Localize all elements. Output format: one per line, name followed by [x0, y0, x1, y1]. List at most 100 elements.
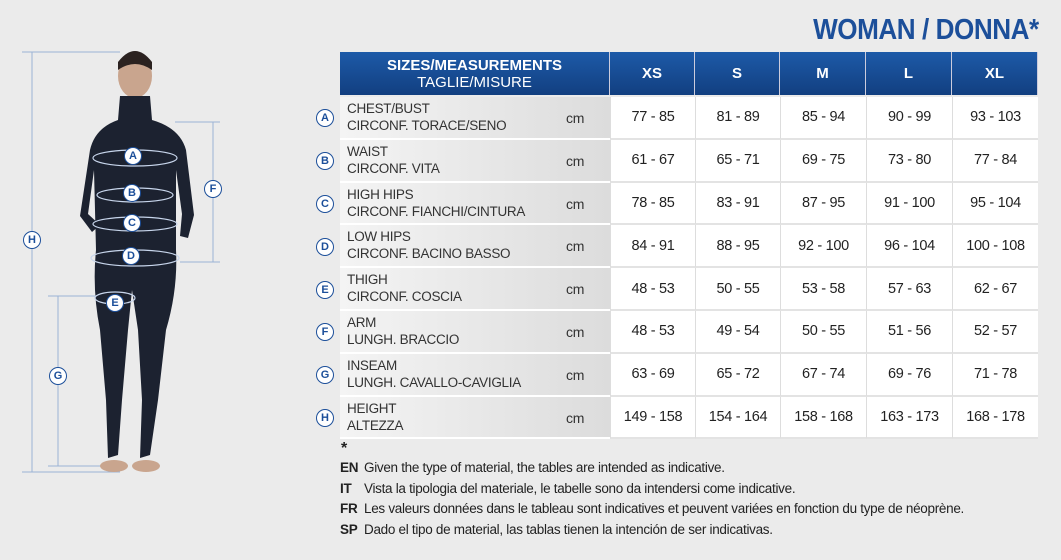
row-letter: H: [316, 409, 334, 427]
row-label: INSEAM LUNGH. CAVALLO-CAVIGLIA cm: [340, 353, 610, 397]
header-en: SIZES/MEASUREMENTS: [386, 56, 563, 74]
value-cell: 95 - 104: [952, 182, 1038, 226]
label-it: CIRCONF. BACINO BASSO: [347, 246, 511, 262]
value-cell: 78 - 85: [610, 182, 695, 226]
label-it: ALTEZZA: [347, 417, 404, 433]
value-cell: 85 - 94: [780, 97, 866, 140]
row-letter: A: [316, 109, 334, 128]
silhouette: [80, 51, 194, 472]
size-header: XS: [610, 52, 695, 95]
row-letter: C: [316, 195, 334, 213]
value-cell: 73 - 80: [866, 139, 952, 183]
label-en: HIGH HIPS: [347, 186, 414, 202]
value-cell: 50 - 55: [780, 311, 866, 354]
value-cell: 53 - 58: [780, 268, 866, 311]
title: WOMAN / DONNA*: [813, 14, 1039, 46]
value-cell: 63 - 69: [610, 353, 695, 397]
value-cell: 61 - 67: [610, 139, 695, 183]
unit: cm: [566, 366, 585, 383]
label-en: ARM: [347, 315, 377, 330]
label-it: CIRCONF. VITA: [347, 160, 440, 176]
value-cell: 87 - 95: [780, 182, 866, 226]
table-header: SIZES/MEASUREMENTS TAGLIE/MISURE: [340, 52, 610, 95]
label-en: INSEAM: [347, 357, 397, 373]
value-cell: 62 - 67: [952, 268, 1038, 311]
row-label: THIGH CIRCONF. COSCIA cm: [340, 268, 610, 311]
figure-label: A: [124, 147, 142, 165]
figure-label: C: [123, 214, 141, 232]
figure-label: G: [49, 367, 67, 385]
value-cell: 168 - 178: [952, 396, 1038, 440]
lang: FR: [340, 501, 358, 516]
figure-label: E: [106, 294, 124, 312]
size-header: XL: [952, 52, 1038, 95]
label-en: WAIST: [347, 143, 388, 159]
value-cell: 50 - 55: [695, 268, 780, 311]
label-it: CIRCONF. FIANCHI/CINTURA: [347, 203, 526, 219]
value-cell: 163 - 173: [866, 396, 952, 440]
label-it: LUNGH. CAVALLO-CAVIGLIA: [347, 374, 521, 390]
value-cell: 48 - 53: [610, 268, 695, 311]
lang: EN: [340, 460, 359, 475]
value-cell: 84 - 91: [610, 225, 695, 269]
figure: [22, 51, 220, 473]
value-cell: 83 - 91: [695, 182, 780, 226]
value-cell: 158 - 168: [780, 396, 866, 440]
value-cell: 77 - 85: [610, 97, 695, 140]
label-en: CHEST/BUST: [347, 101, 430, 116]
header-it: TAGLIE/MISURE: [417, 73, 532, 91]
row-letter: E: [316, 280, 334, 299]
unit: cm: [566, 324, 585, 340]
dimension-lines: [22, 51, 220, 473]
note: IT Vista la tipologia del materiale, le t…: [340, 480, 796, 496]
value-cell: 65 - 72: [695, 353, 780, 397]
label-it: LUNGH. BRACCIO: [347, 332, 460, 347]
unit: cm: [566, 152, 585, 169]
note-text: Les valeurs données dans le tableau sont…: [364, 501, 964, 516]
value-cell: 51 - 56: [866, 311, 952, 354]
label-en: LOW HIPS: [347, 229, 411, 245]
value-cell: 90 - 99: [866, 97, 952, 140]
note-text: Dado el tipo de material, las tablas tie…: [364, 521, 773, 537]
row-label: CHEST/BUST CIRCONF. TORACE/SENO cm: [340, 97, 610, 140]
row-label: HIGH HIPS CIRCONF. FIANCHI/CINTURA cm: [340, 182, 610, 226]
note-text: Vista la tipologia del materiale, le tab…: [364, 480, 796, 496]
row-letter: F: [316, 323, 334, 342]
size-header: M: [780, 52, 866, 95]
row-label: WAIST CIRCONF. VITA cm: [340, 139, 610, 183]
label-it: CIRCONF. TORACE/SENO: [347, 118, 507, 133]
row-letter: D: [316, 237, 334, 256]
value-cell: 88 - 95: [695, 225, 780, 269]
row-label: LOW HIPS CIRCONF. BACINO BASSO cm: [340, 225, 610, 269]
note: EN Given the type of material, the tables…: [340, 460, 725, 475]
size-header: S: [695, 52, 780, 95]
label-en: HEIGHT: [347, 400, 397, 416]
value-cell: 149 - 158: [610, 396, 695, 440]
footnote-marker: *: [341, 440, 348, 457]
value-cell: 69 - 76: [866, 353, 952, 397]
value-cell: 77 - 84: [952, 139, 1038, 183]
unit: cm: [566, 195, 585, 212]
value-cell: 57 - 63: [866, 268, 952, 311]
size-header: L: [866, 52, 952, 95]
value-cell: 91 - 100: [866, 182, 952, 226]
figure-label: D: [122, 247, 140, 265]
label-it: CIRCONF. COSCIA: [347, 289, 462, 305]
value-cell: 154 - 164: [695, 396, 780, 440]
row-label: HEIGHT ALTEZZA cm: [340, 396, 610, 440]
lang: SP: [340, 521, 358, 537]
row-label: ARM LUNGH. BRACCIO cm: [340, 311, 610, 354]
value-cell: 65 - 71: [695, 139, 780, 183]
unit: cm: [566, 110, 585, 126]
figure-label: B: [123, 184, 141, 202]
row-letter: B: [316, 152, 334, 171]
note-text: Given the type of material, the tables a…: [364, 460, 725, 475]
value-cell: 67 - 74: [780, 353, 866, 397]
value-cell: 48 - 53: [610, 311, 695, 354]
unit: cm: [566, 238, 585, 255]
value-cell: 96 - 104: [866, 225, 952, 269]
value-cell: 93 - 103: [952, 97, 1038, 140]
note: FR Les valeurs données dans le tableau so…: [340, 501, 964, 516]
label-en: THIGH: [347, 272, 388, 288]
